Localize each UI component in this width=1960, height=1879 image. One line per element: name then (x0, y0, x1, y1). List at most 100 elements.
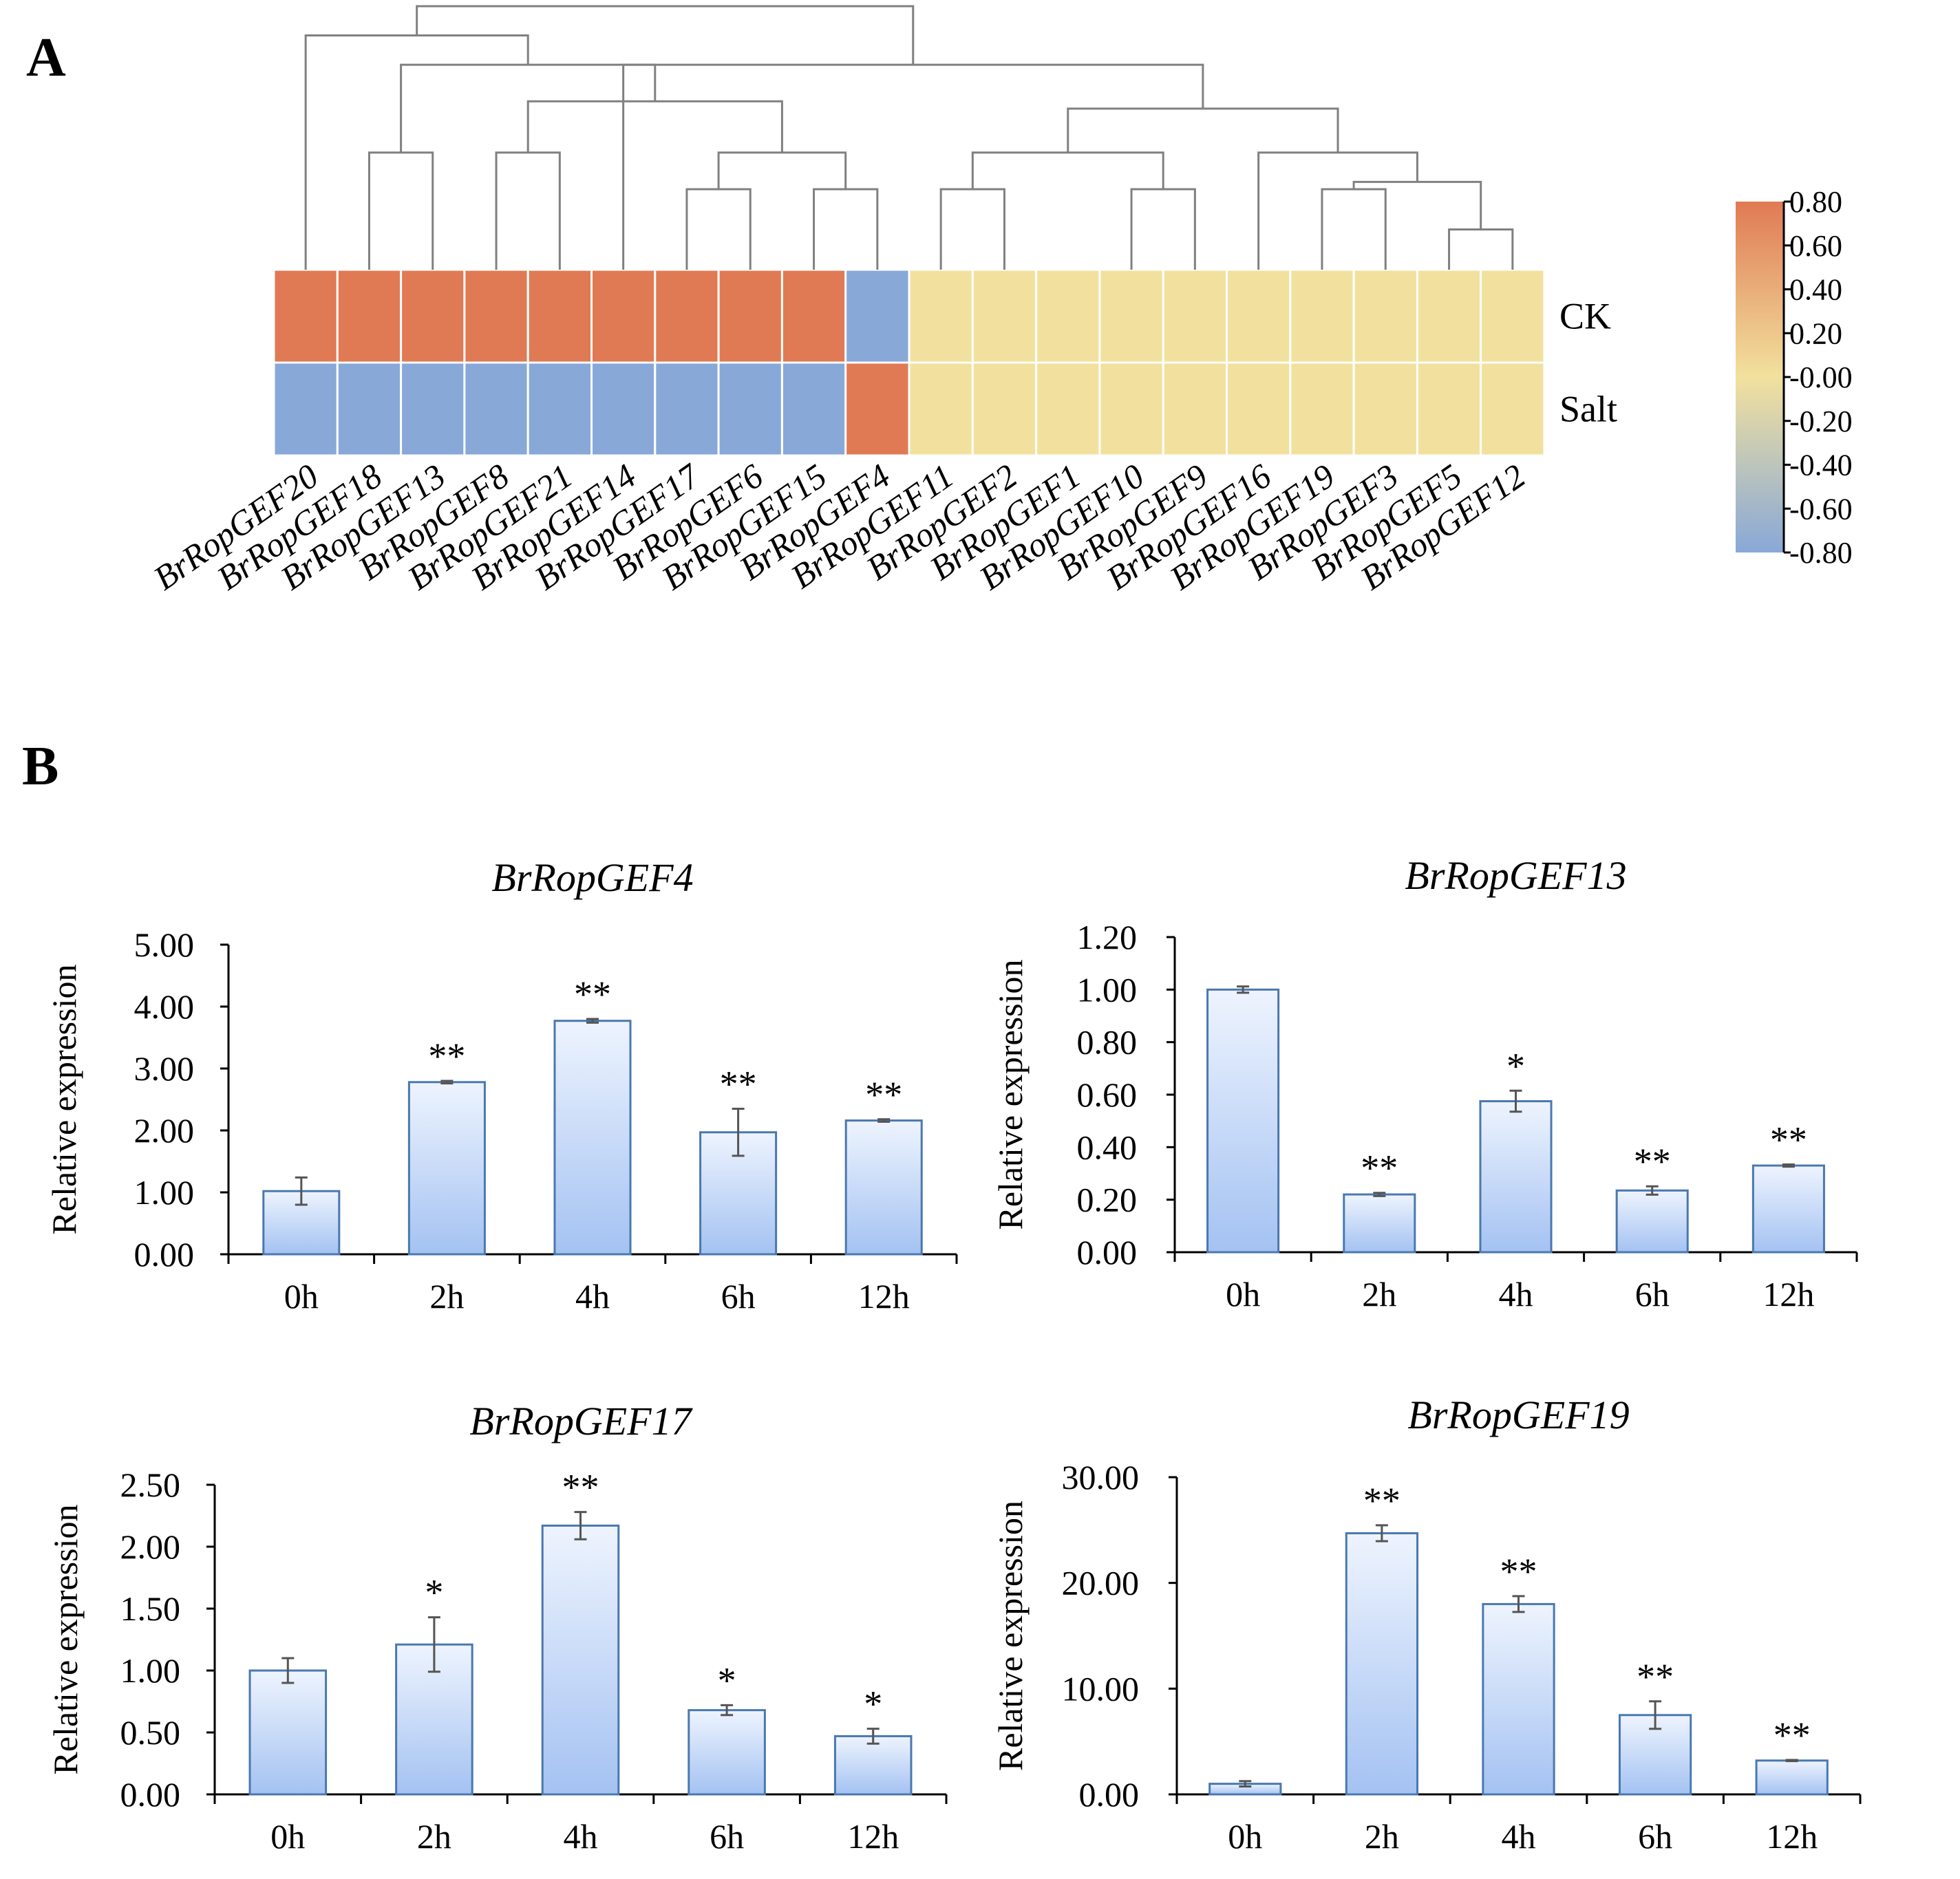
chart-title: BrRopGEF13 (1405, 853, 1626, 898)
y-tick-label: 5.00 (134, 925, 195, 964)
y-axis-title: Relative expression (991, 1501, 1030, 1771)
heatmap-cell (1035, 268, 1101, 364)
bar (1615, 1189, 1689, 1254)
x-tick-label: 2h (417, 1817, 451, 1856)
bar (1618, 1714, 1692, 1796)
color-scale-tick-label: 0.40 (1789, 273, 1842, 307)
heatmap-row-label: Salt (1559, 389, 1617, 430)
heatmap-cell (844, 361, 910, 457)
bar-chart-brropgef13: BrRopGEF13 Relative expression 0.00 0.20 0.4… (991, 853, 1858, 1313)
heatmap-cell (1352, 268, 1418, 364)
heatmap-cell (400, 361, 466, 457)
heatmap-cell (1352, 361, 1418, 457)
x-tick-label: 12h (1766, 1817, 1818, 1856)
bar (1479, 1100, 1553, 1254)
heatmap-cell (717, 361, 783, 457)
heatmap-cell (1226, 361, 1292, 457)
x-tick-label: 4h (1499, 1275, 1533, 1313)
heatmap-cell (590, 268, 657, 364)
x-tick-label: 2h (1362, 1275, 1396, 1313)
y-tick-label: 0.00 (134, 1235, 195, 1274)
significance-marker: * (1506, 1045, 1525, 1086)
heatmap-cell (1162, 268, 1228, 364)
significance-marker: ** (1361, 1148, 1398, 1189)
y-tick-label: 20.00 (1062, 1564, 1140, 1602)
heatmap-cell (273, 268, 339, 364)
heatmap-cell (780, 268, 847, 364)
bar-chart-brropgef4: BrRopGEF4 Relative expression 0.00 1.00 2.00… (45, 855, 958, 1316)
significance-marker: ** (1637, 1656, 1674, 1697)
x-tick-label: 0h (284, 1277, 319, 1316)
y-tick-label: 1.50 (120, 1589, 181, 1628)
bar (407, 1081, 486, 1256)
y-tick-label: 30.00 (1062, 1458, 1140, 1496)
dendrogram-branch (416, 5, 915, 65)
significance-marker: ** (720, 1064, 757, 1105)
y-tick-label: 4.00 (134, 987, 195, 1026)
heatmap-cell (1098, 268, 1164, 364)
heatmap-cell (336, 361, 403, 457)
y-tick-label: 1.00 (1077, 970, 1138, 1009)
y-tick-label: 0.00 (1079, 1775, 1140, 1814)
x-tick-label: 0h (1228, 1817, 1262, 1856)
heatmap-cell (1098, 361, 1164, 457)
bar (553, 1020, 632, 1256)
heatmap-cell (463, 268, 529, 364)
heatmap-cell (971, 268, 1038, 364)
x-tick-label: 4h (564, 1817, 598, 1856)
heatmap-cell (1416, 268, 1482, 364)
x-tick-label: 2h (429, 1277, 464, 1316)
y-tick-label: 1.00 (134, 1173, 195, 1212)
heatmap-cell (654, 268, 720, 364)
y-tick-label: 2.00 (134, 1111, 195, 1150)
y-tick-label: 3.00 (134, 1049, 195, 1088)
significance-marker: * (864, 1684, 882, 1725)
heatmap-cell (780, 361, 847, 457)
dendrogram-branch (813, 188, 879, 270)
x-tick-label: 0h (1226, 1275, 1260, 1313)
y-tick-label: 1.00 (120, 1651, 181, 1690)
dendrogram-branch (1321, 188, 1387, 270)
dendrogram-branch (495, 151, 561, 270)
y-tick-label: 0.40 (1077, 1128, 1138, 1166)
heatmap-cell (400, 268, 466, 364)
x-tick-label: 6h (1635, 1275, 1670, 1313)
x-tick-label: 12h (847, 1817, 899, 1856)
heatmap-cell (463, 361, 529, 457)
panel-label-b: B (22, 736, 58, 797)
y-tick-label: 2.00 (120, 1527, 181, 1566)
dendrogram-branch (622, 63, 1204, 270)
heatmap-cell (273, 361, 339, 457)
bar (1751, 1164, 1825, 1254)
significance-marker: ** (574, 974, 611, 1015)
dendrogram-branch (1448, 228, 1514, 270)
dendrogram-branch (717, 151, 847, 189)
y-tick-label: 0.00 (120, 1775, 181, 1814)
y-axis-title: Relative expression (45, 965, 83, 1235)
bar (688, 1709, 766, 1796)
significance-marker: ** (865, 1074, 902, 1115)
color-scale-tick-label: 0.80 (1789, 185, 1842, 219)
significance-marker: ** (562, 1467, 599, 1508)
heatmap-cell (908, 268, 974, 364)
heatmap-cell (844, 268, 910, 364)
dendrogram-branch (939, 188, 1005, 270)
color-scale-tick-label: -0.80 (1789, 536, 1853, 570)
color-scale-tick-label: -0.60 (1789, 492, 1853, 526)
bar-chart-brropgef19: BrRopGEF19 Relative expression 0.00 10.00 20… (991, 1393, 1862, 1856)
dendrogram-branch (1130, 188, 1196, 270)
color-scale-bar (1736, 202, 1784, 552)
bar (248, 1669, 328, 1796)
y-axis-title: Relative expression (991, 960, 1030, 1230)
significance-marker: ** (1773, 1715, 1811, 1756)
y-axis-title: Relative expression (46, 1505, 85, 1775)
bar (541, 1524, 620, 1796)
y-tick-label: 10.00 (1062, 1669, 1140, 1708)
x-tick-label: 12h (1762, 1275, 1814, 1313)
significance-marker: ** (1500, 1551, 1537, 1592)
heatmap-cell (971, 361, 1038, 457)
heatmap-cell (1480, 268, 1546, 364)
y-tick-label: 0.50 (120, 1713, 181, 1752)
chart-title: BrRopGEF4 (491, 855, 693, 900)
